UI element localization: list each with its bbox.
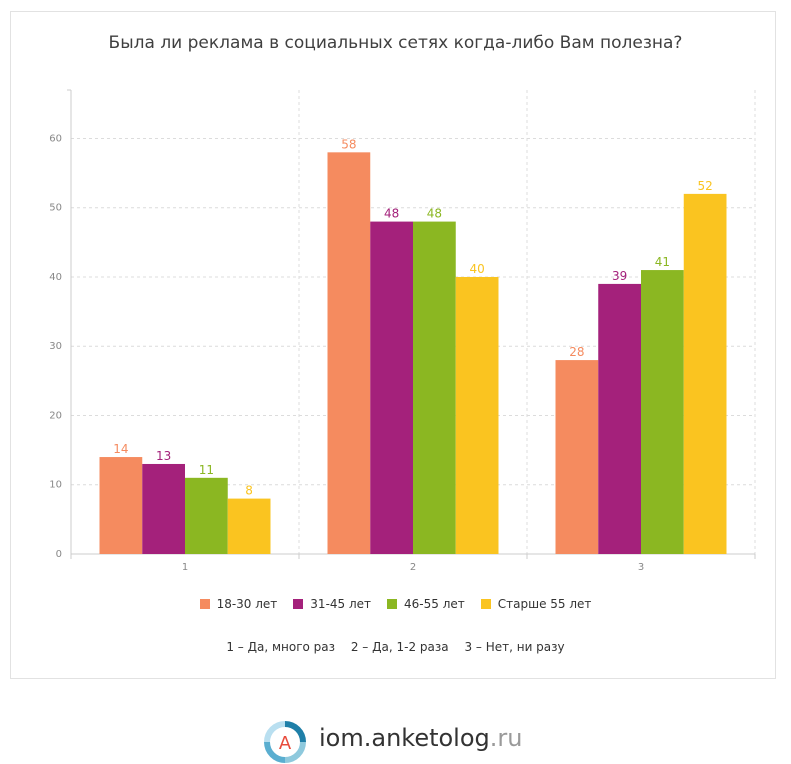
x-tick-label: 3: [638, 562, 644, 573]
data-label: 58: [341, 137, 356, 151]
data-label: 48: [384, 207, 399, 221]
bar: [142, 463, 185, 554]
bar: [227, 498, 271, 554]
x-tick-label: 2: [410, 562, 416, 573]
bar: [641, 270, 684, 554]
legend-swatch: [293, 599, 304, 609]
data-label: 28: [569, 345, 584, 359]
bar: [413, 221, 456, 554]
anketolog-logo-icon: A: [264, 721, 306, 763]
legend-label: 31-45 лет: [310, 597, 372, 611]
legend-item[interactable]: 46-55 лет: [387, 597, 465, 611]
bar: [455, 276, 499, 554]
data-label: 8: [245, 484, 253, 498]
x-tick-label: 1: [182, 562, 188, 573]
data-label: 14: [113, 442, 128, 456]
bar: [327, 152, 371, 554]
bar: [598, 283, 641, 554]
chart-legend: 18-30 лет 31-45 лет 46-55 лет Старше 55 лет: [0, 597, 791, 611]
data-label: 40: [469, 262, 484, 276]
svg-text:A: A: [279, 733, 292, 754]
y-tick-label: 10: [49, 480, 62, 491]
data-label: 41: [655, 255, 670, 269]
legend-swatch: [199, 599, 210, 609]
y-tick-label: 0: [56, 549, 62, 560]
legend-label: 18-30 лет: [216, 597, 278, 611]
bar: [555, 360, 599, 554]
data-label: 52: [697, 179, 712, 193]
brand-name-tld: .ru: [489, 724, 523, 752]
bar-chart: 0 10 20 30 40 50 60 14 13 11 8 1 58 48 48 40 2 28 39 41 52 3: [49, 89, 756, 573]
category-notes: 1 – Да, много раз 2 – Да, 1-2 раза 3 – Н…: [0, 640, 791, 654]
y-tick-label: 30: [49, 341, 62, 352]
legend-item[interactable]: Старше 55 лет: [480, 597, 592, 611]
chart-title: Была ли реклама в социальных сетях когда…: [108, 33, 683, 53]
y-tick-label: 20: [49, 410, 62, 421]
bar: [99, 457, 143, 554]
data-label: 39: [612, 269, 627, 283]
bar: [185, 477, 228, 554]
data-label: 13: [156, 449, 171, 463]
bar: [370, 221, 413, 554]
category-note-2: 2 – Да, 1-2 раза: [350, 640, 449, 654]
legend-label: Старше 55 лет: [497, 597, 592, 611]
category-note-1: 1 – Да, много раз: [226, 640, 336, 654]
category-note-3: 3 – Нет, ни разу: [464, 640, 565, 654]
data-label: 48: [427, 207, 442, 221]
legend-swatch: [480, 599, 491, 609]
y-tick-label: 50: [49, 203, 62, 214]
legend-label: 46-55 лет: [404, 597, 465, 611]
legend-item[interactable]: 18-30 лет: [199, 597, 278, 611]
y-tick-label: 40: [49, 272, 62, 283]
legend-swatch: [387, 599, 398, 609]
bar: [683, 193, 727, 554]
y-tick-label: 60: [49, 133, 62, 144]
brand-name: iom.anketolog.ru: [319, 724, 522, 752]
data-label: 11: [199, 463, 214, 477]
legend-item[interactable]: 31-45 лет: [293, 597, 371, 611]
brand-name-main: iom.anketolog: [319, 724, 490, 752]
